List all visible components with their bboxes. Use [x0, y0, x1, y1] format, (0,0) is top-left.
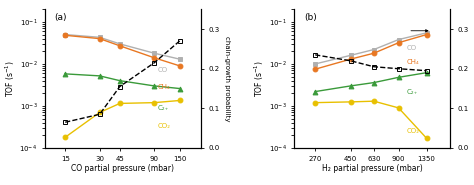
Text: CH₄: CH₄	[407, 59, 419, 65]
Y-axis label: chain-growth probability: chain-growth probability	[224, 36, 229, 121]
Text: C₂₊: C₂₊	[157, 105, 169, 111]
X-axis label: CO partial pressure (mbar): CO partial pressure (mbar)	[72, 164, 174, 173]
Text: C₂₊: C₂₊	[407, 90, 418, 95]
Y-axis label: TOF (s$^{-1}$): TOF (s$^{-1}$)	[253, 60, 266, 97]
Text: (b): (b)	[304, 13, 317, 22]
Text: CH₄: CH₄	[157, 84, 170, 90]
Y-axis label: chain-growth probability: chain-growth probability	[473, 36, 474, 121]
Text: CO: CO	[157, 67, 167, 73]
Text: CO: CO	[407, 45, 417, 51]
Y-axis label: TOF (s$^{-1}$): TOF (s$^{-1}$)	[3, 60, 17, 97]
X-axis label: H₂ partial pressure (mbar): H₂ partial pressure (mbar)	[322, 164, 423, 173]
Text: CO₂: CO₂	[407, 128, 419, 134]
Text: CO₂: CO₂	[157, 123, 170, 129]
Text: (a): (a)	[55, 13, 67, 22]
